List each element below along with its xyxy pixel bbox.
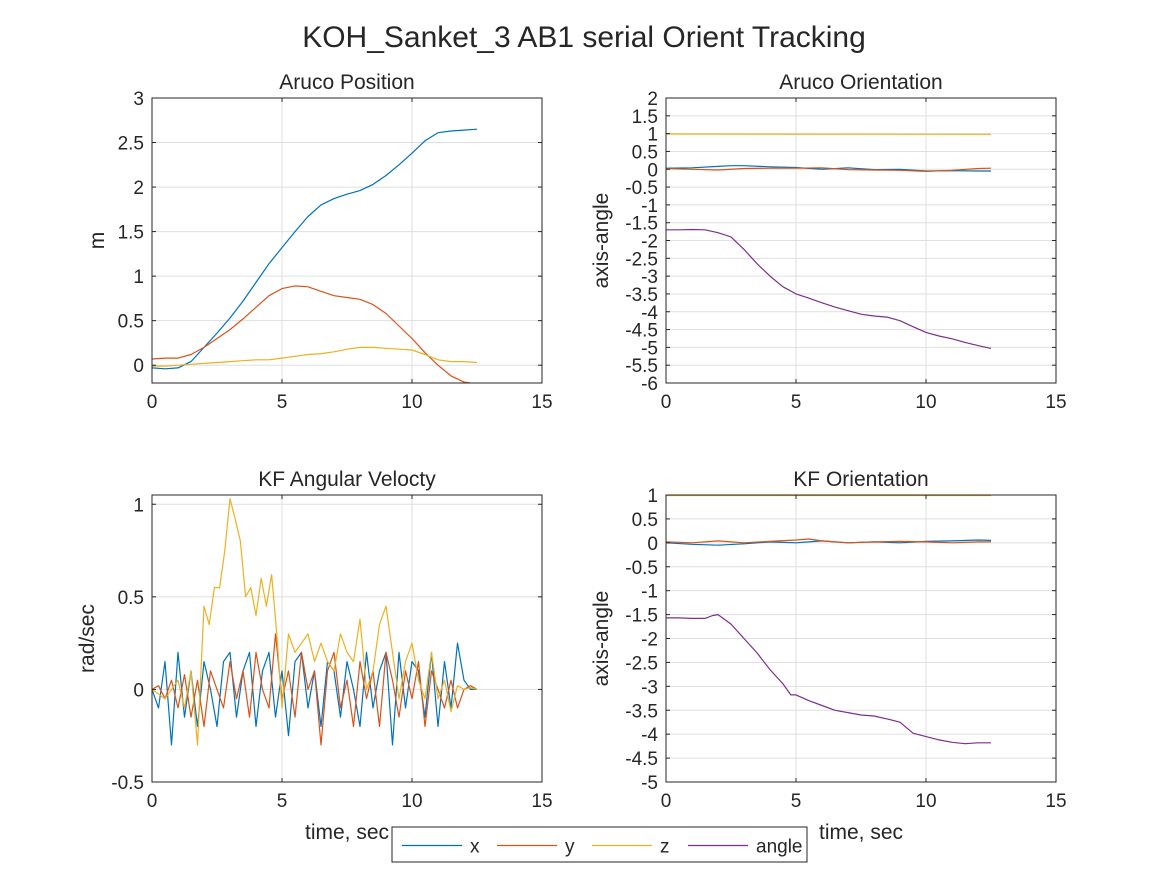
series-line-2 bbox=[666, 167, 992, 172]
subplot-1: 0 5 10 15 0 0.5 1 1.5 2 2.5 3 Aruco Position m bbox=[86, 71, 553, 413]
x-tick-label: 5 bbox=[277, 392, 288, 413]
x-tick-label: 0 bbox=[147, 392, 158, 413]
series-line-2 bbox=[666, 538, 991, 544]
y-tick-label: -3.5 bbox=[625, 701, 658, 722]
x-tick-label: 5 bbox=[791, 791, 802, 812]
subplot-title: KF Angular Velocty bbox=[258, 468, 436, 491]
figure-title: KOH_Sanket_3 AB1 serial Orient Tracking bbox=[302, 21, 866, 54]
subplot-4: 0 5 10 15 -5 -4.5 -4 -3.5 -3 -2.5-2 -1.5 -1 -0.5 0 0.5… bbox=[590, 468, 1067, 844]
y-tick-label: -2.5 bbox=[625, 249, 658, 270]
legend-label-y: y bbox=[565, 837, 575, 858]
y-tick-label: -4.5 bbox=[625, 749, 658, 770]
x-tick-label: 15 bbox=[531, 392, 552, 413]
x-tick-label: 15 bbox=[1045, 392, 1066, 413]
y-tick-label: -5.5 bbox=[625, 356, 658, 377]
legend-label-angle: angle bbox=[756, 837, 803, 858]
y-tick-label: 0 bbox=[647, 160, 658, 181]
y-tick-label: 1.5 bbox=[118, 223, 144, 244]
axes-box bbox=[151, 494, 543, 783]
legend-label-z: z bbox=[660, 837, 670, 858]
y-tick-label: 1.5 bbox=[632, 107, 658, 128]
y-axis-label: axis-angle bbox=[590, 591, 613, 687]
y-tick-label: -5 bbox=[641, 773, 658, 794]
subplot-title: KF Orientation bbox=[793, 468, 928, 491]
y-tick-label: 2 bbox=[647, 89, 658, 110]
series-line-3 bbox=[152, 498, 478, 746]
y-tick-label: 0 bbox=[133, 680, 144, 701]
x-tick-label: 10 bbox=[401, 392, 422, 413]
y-tick-label: 1 bbox=[133, 495, 144, 516]
y-tick-label: -1.5 bbox=[625, 606, 658, 627]
plot-area bbox=[152, 495, 542, 782]
x-tick-label: 0 bbox=[661, 791, 672, 812]
y-tick-label: -3.5 bbox=[625, 285, 658, 306]
x-tick-label: 10 bbox=[915, 791, 936, 812]
y-tick-label: -0.5 bbox=[625, 558, 658, 579]
series-line-1 bbox=[152, 128, 478, 370]
y-tick-label: 3 bbox=[133, 89, 144, 110]
subplot-title: Aruco Orientation bbox=[779, 71, 942, 94]
series-line-2 bbox=[152, 633, 478, 746]
x-axis-label: time, sec bbox=[819, 821, 903, 844]
y-tick-label: -4.5 bbox=[625, 321, 658, 342]
y-tick-label: 0.5 bbox=[118, 588, 144, 609]
y-tick-label: 1 bbox=[647, 486, 658, 507]
y-tick-label: 0 bbox=[133, 356, 144, 377]
y-tick-label: -0.5 bbox=[111, 773, 144, 794]
axes-box bbox=[151, 97, 543, 384]
subplot-title: Aruco Position bbox=[279, 71, 414, 94]
y-axis-label: rad/sec bbox=[76, 604, 99, 673]
series-line-4 bbox=[666, 228, 992, 349]
series-line-2 bbox=[152, 285, 475, 383]
y-tick-label: 0.5 bbox=[632, 510, 658, 531]
legend: x y z angle bbox=[391, 826, 808, 863]
y-axis-label: axis-angle bbox=[590, 193, 613, 289]
x-tick-label: 0 bbox=[661, 392, 672, 413]
x-axis-label: time, sec bbox=[305, 821, 389, 844]
series-line-3 bbox=[152, 346, 478, 367]
y-tick-label: 0.5 bbox=[118, 312, 144, 333]
legend-label-x: x bbox=[470, 837, 480, 858]
y-tick-label: -1 bbox=[641, 196, 658, 217]
y-tick-label: 0.5 bbox=[632, 142, 658, 163]
y-tick-label: -4 bbox=[641, 725, 658, 746]
y-tick-label: 2.5 bbox=[118, 134, 144, 155]
series-line-4 bbox=[666, 613, 991, 745]
y-tick-label: -5 bbox=[641, 338, 658, 359]
y-tick-label: -2 bbox=[641, 232, 658, 253]
y-tick-label: -3 bbox=[641, 677, 658, 698]
plot-area bbox=[152, 98, 542, 383]
y-tick-label: 0 bbox=[647, 534, 658, 555]
y-tick-label: -4 bbox=[641, 303, 658, 324]
y-tick-label: 1 bbox=[133, 267, 144, 288]
y-tick-label: -1.5 bbox=[625, 214, 658, 235]
subplot-2: 0 5 10 15-6-5.5-5-4.5-4-3.5-3-2.5-2-1.5-1-0… bbox=[590, 71, 1067, 413]
x-tick-label: 10 bbox=[401, 791, 422, 812]
x-tick-label: 15 bbox=[1045, 791, 1066, 812]
y-tick-label: 2 bbox=[133, 178, 144, 199]
y-tick-label: -2.5 bbox=[625, 653, 658, 674]
legend-box bbox=[391, 826, 808, 863]
x-tick-label: 5 bbox=[277, 791, 288, 812]
y-tick-label: -2 bbox=[641, 630, 658, 651]
y-tick-label: -1 bbox=[641, 582, 658, 603]
x-tick-label: 5 bbox=[791, 392, 802, 413]
y-axis-label: m bbox=[86, 232, 109, 250]
y-tick-label: 1 bbox=[647, 125, 658, 146]
x-tick-label: 15 bbox=[531, 791, 552, 812]
y-tick-label: -0.5 bbox=[625, 178, 658, 199]
x-tick-label: 0 bbox=[147, 791, 158, 812]
x-tick-label: 10 bbox=[915, 392, 936, 413]
y-tick-label: -3 bbox=[641, 267, 658, 288]
y-tick-label: -6 bbox=[641, 374, 658, 395]
